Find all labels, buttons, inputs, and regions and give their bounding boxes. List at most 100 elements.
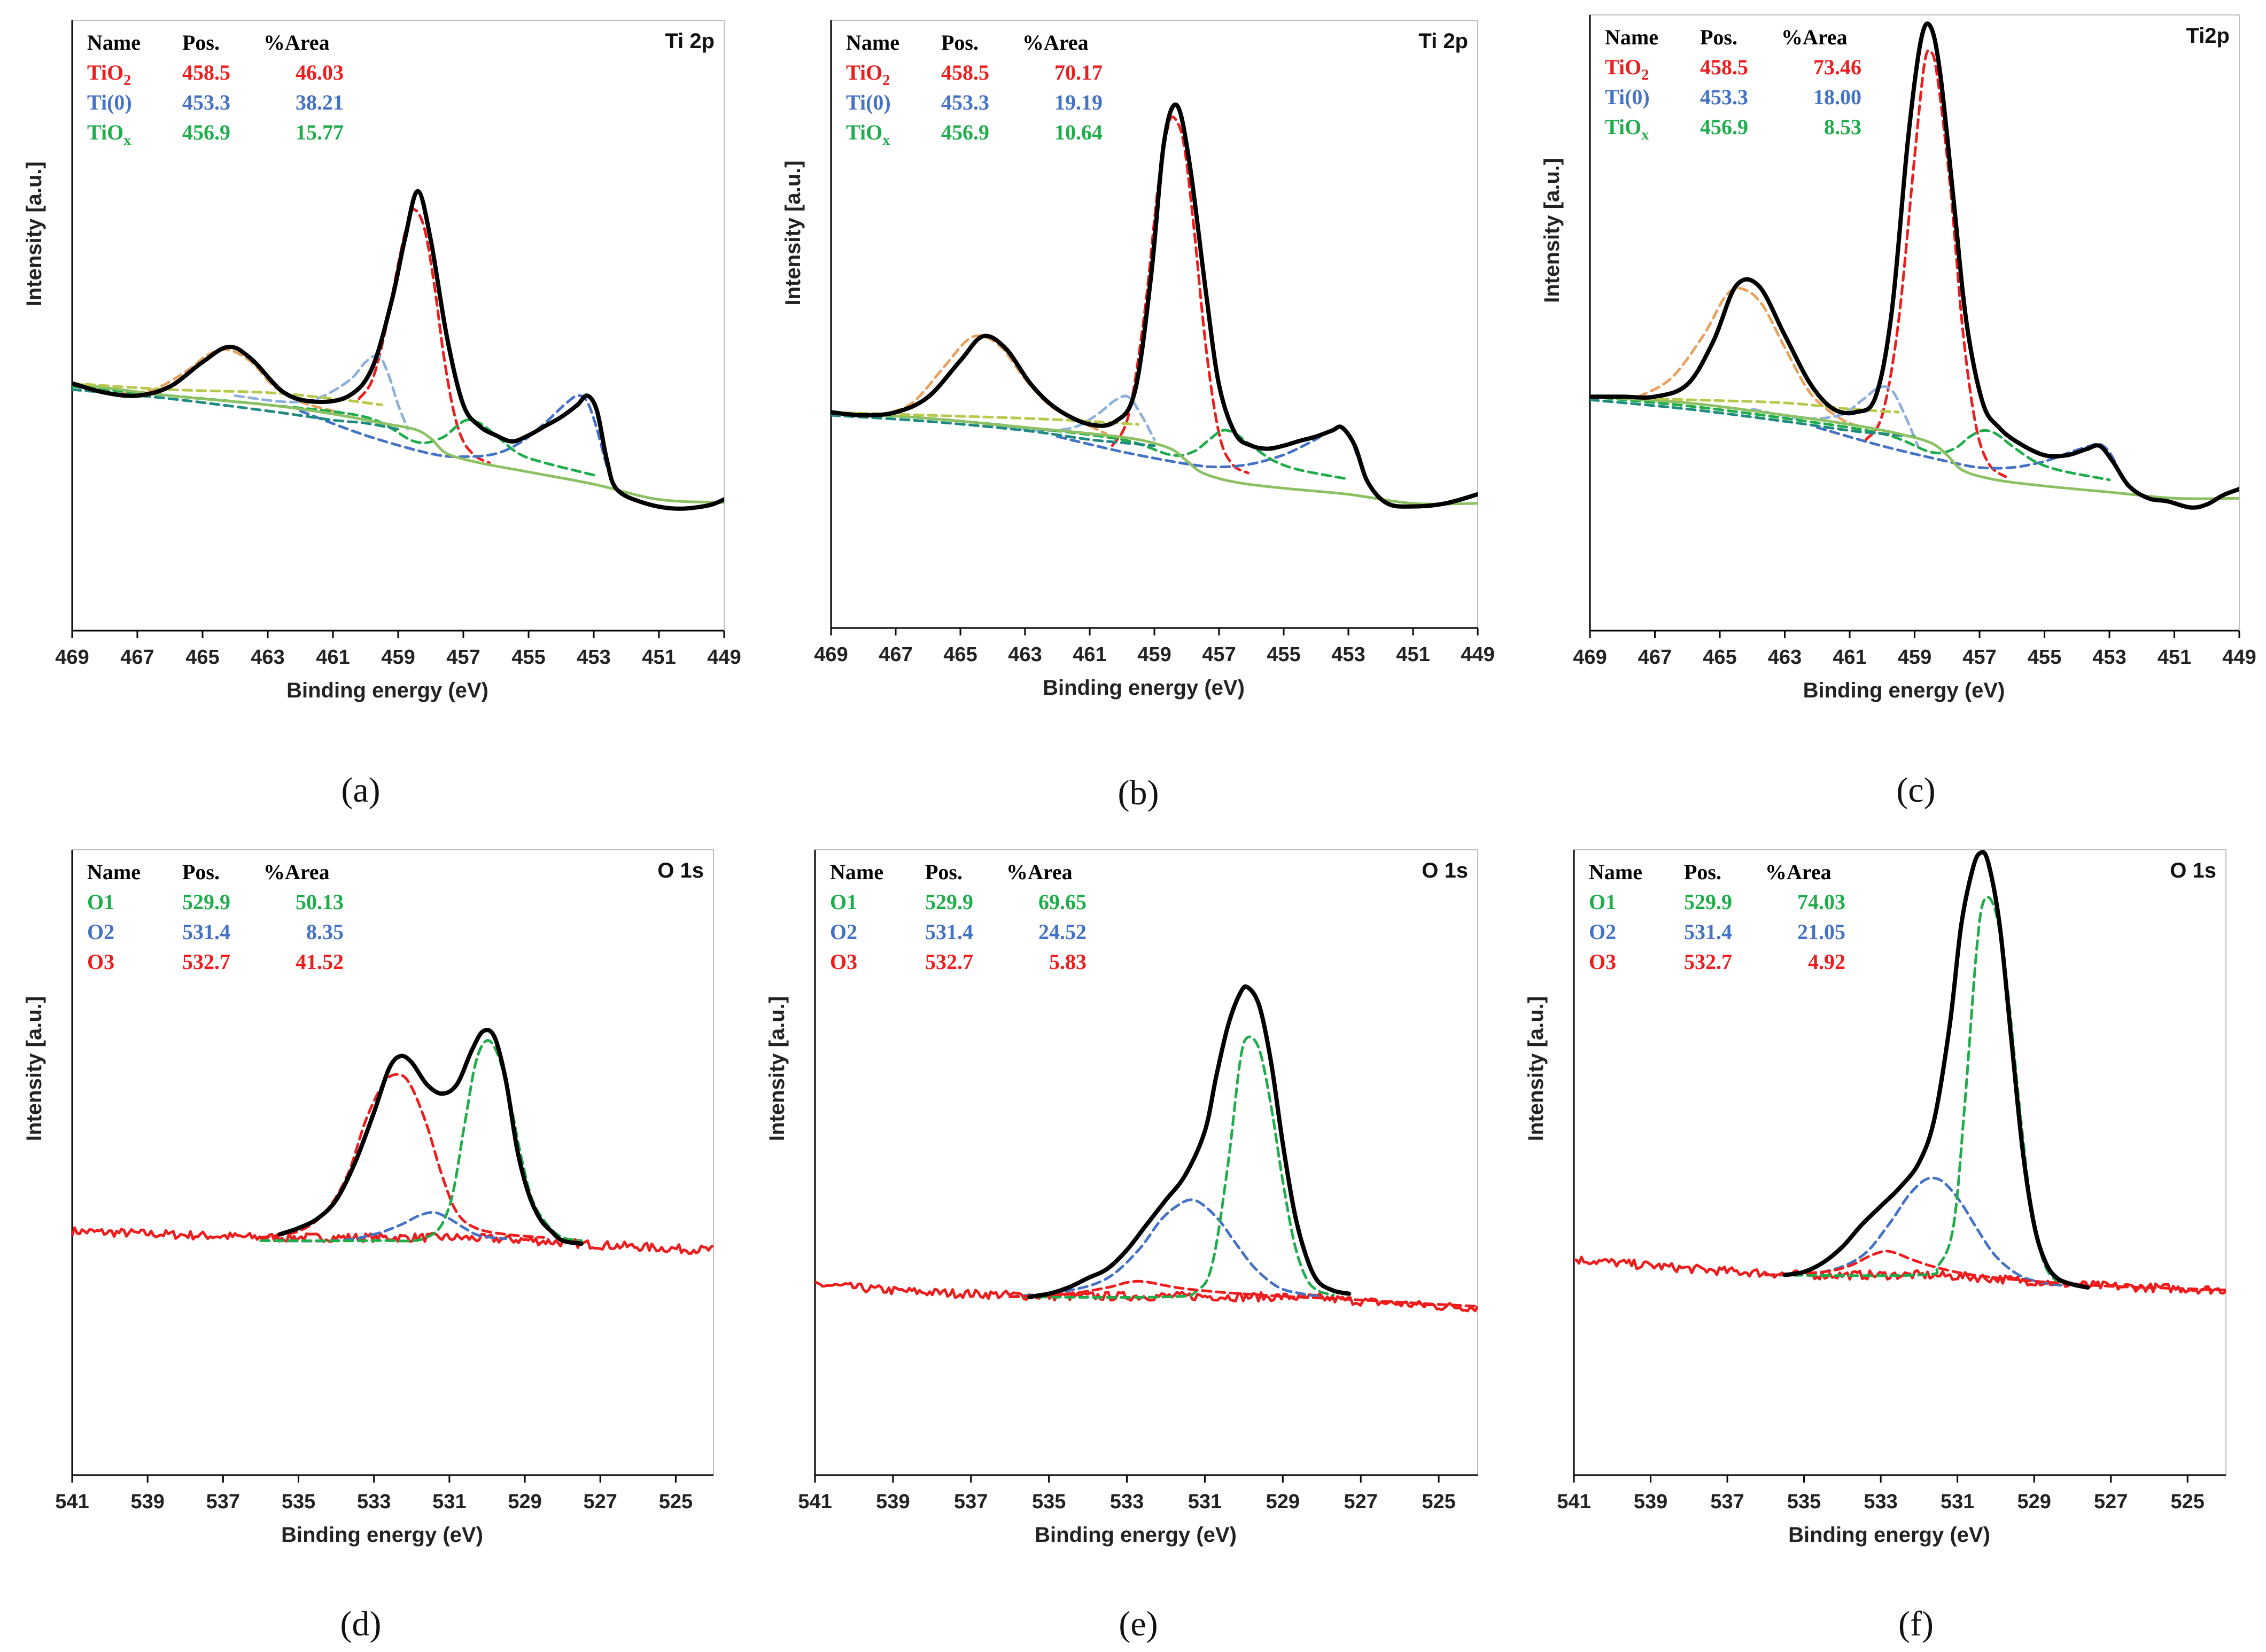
- legend-name: O3: [1589, 950, 1616, 974]
- legend-pos: 531.4: [925, 920, 973, 944]
- panel-caption: (c): [1896, 771, 1935, 810]
- panels-group: 469 467 465 463 461 459 457 455 453 451 449 Binding…: [22, 14, 2256, 1643]
- x-tick-label: 449: [2222, 646, 2256, 669]
- chart-panel-f: 541 539 537 535 533 531 529 527 525 Binding energ…: [1524, 849, 2226, 1643]
- series-line-data: [815, 1281, 1478, 1313]
- legend-pos: 532.7: [925, 950, 973, 974]
- legend-header: %Area: [1006, 860, 1073, 884]
- chart-panel-c: 469 467 465 463 461 459 457 455 453 451 449 Binding…: [1540, 14, 2256, 810]
- legend-area: 41.52: [296, 950, 344, 974]
- x-tick-label: 539: [876, 1491, 910, 1513]
- legend-name-subscript: 2: [1641, 67, 1649, 83]
- legend-area: 38.21: [296, 90, 344, 114]
- legend-name: TiO2: [87, 60, 131, 89]
- x-tick-label: 539: [1634, 1491, 1667, 1513]
- x-tick-label: 451: [2158, 646, 2191, 669]
- legend-name: TiOx: [846, 120, 890, 149]
- series-line-background: [831, 410, 1478, 506]
- x-tick-label: 467: [879, 643, 912, 666]
- legend-pos: 532.7: [1684, 950, 1732, 974]
- y-axis-label: Intensity [a.u.]: [22, 161, 46, 306]
- series-group: [815, 984, 1478, 1313]
- y-axis-label: Intensity [a.u.]: [1524, 996, 1548, 1141]
- series-line-envelope: [1782, 850, 2090, 1290]
- legend-area: 5.83: [1049, 950, 1087, 974]
- x-tick-label: 533: [357, 1491, 391, 1513]
- series-line-o2: [1008, 1198, 1323, 1299]
- y-axis-label: Intensity [a.u.]: [781, 160, 805, 305]
- x-tick-label: 449: [707, 646, 741, 669]
- legend-header: %Area: [1022, 30, 1089, 55]
- legend-pos: 453.3: [182, 90, 230, 114]
- legend-name-main: O1: [1589, 890, 1616, 914]
- series-line-envelope: [1027, 984, 1352, 1299]
- series-line-tiox-2p1-2: [831, 414, 1156, 447]
- x-tick-label: 531: [432, 1491, 466, 1513]
- x-tick-label: 457: [1202, 643, 1236, 666]
- legend-header: Name: [846, 30, 899, 55]
- legend-name-main: TiO: [87, 120, 123, 144]
- series-line-tiox-2p1-2: [72, 388, 400, 431]
- legend-name-main: Ti(0): [87, 90, 132, 114]
- y-axis-label: Intensity [a.u.]: [22, 996, 46, 1141]
- x-axis-label: Binding energy (eV): [1788, 1523, 1990, 1547]
- legend-name: TiOx: [87, 120, 131, 149]
- y-axis-label: Intensity [a.u.]: [765, 996, 789, 1141]
- x-tick-label: 463: [1768, 646, 1802, 669]
- series-group: [72, 1028, 713, 1255]
- legend-name-subscript: x: [123, 132, 131, 149]
- legend-area: 18.00: [1813, 85, 1861, 109]
- x-tick-label: 527: [584, 1491, 617, 1513]
- x-tick-label: 525: [659, 1491, 693, 1513]
- panel-caption: (d): [340, 1604, 382, 1643]
- chart-title: Ti 2p: [1418, 29, 1468, 53]
- legend-header: Pos.: [182, 30, 220, 55]
- legend-area: 70.17: [1054, 60, 1103, 84]
- x-axis-label: Binding energy (eV): [1803, 679, 2005, 702]
- chart-panel-d: 541 539 537 535 533 531 529 527 525 Binding energ…: [22, 849, 714, 1643]
- x-tick-label: 461: [1833, 646, 1866, 669]
- x-tick-label: 457: [446, 646, 480, 669]
- x-tick-label: 467: [1638, 646, 1672, 669]
- legend-header: Pos.: [941, 30, 979, 55]
- x-axis-label: Binding energy (eV): [1043, 676, 1245, 700]
- legend-header: Name: [1589, 860, 1642, 884]
- x-tick-label: 465: [943, 643, 977, 666]
- legend-name-main: TiO: [846, 120, 882, 144]
- legend-area: 50.13: [296, 890, 344, 914]
- legend-name-main: TiO: [846, 60, 882, 84]
- legend-name-main: O3: [830, 950, 857, 974]
- chart-title: O 1s: [1422, 859, 1468, 882]
- legend-pos: 456.9: [1700, 115, 1748, 139]
- x-tick-label: 461: [316, 646, 350, 669]
- legend-name-main: Ti(0): [846, 90, 891, 114]
- x-tick-label: 453: [577, 646, 610, 669]
- x-tick-label: 453: [1331, 643, 1365, 666]
- legend-name-main: O3: [1589, 950, 1616, 974]
- legend-area: 19.19: [1054, 90, 1103, 114]
- legend-pos: 458.5: [941, 60, 989, 84]
- chart-title: Ti2p: [2186, 24, 2230, 48]
- x-tick-label: 529: [1266, 1491, 1300, 1513]
- legend-pos: 532.7: [182, 950, 230, 974]
- legend-area: 8.53: [1824, 115, 1861, 139]
- legend-name: O2: [1589, 920, 1616, 944]
- legend-header: Pos.: [1684, 860, 1721, 884]
- x-tick-label: 455: [511, 646, 545, 669]
- x-tick-label: 529: [508, 1491, 541, 1513]
- series-line-tiox-2p1-2: [1590, 398, 1916, 438]
- series-line-o3: [1764, 1250, 2226, 1292]
- legend-name: Ti(0): [87, 90, 132, 114]
- legend-pos: 453.3: [1700, 85, 1748, 109]
- legend-header: Name: [830, 860, 883, 884]
- legend-name: O3: [830, 950, 857, 974]
- legend-header: Name: [1605, 25, 1658, 49]
- panel-caption: (e): [1119, 1604, 1158, 1643]
- series-line-tiox: [1590, 395, 2111, 482]
- series-line-envelope: [1590, 21, 2239, 510]
- legend-header: Name: [87, 30, 141, 55]
- legend-header: %Area: [263, 860, 330, 884]
- series-line-envelope: [277, 1028, 584, 1246]
- legend-name-subscript: x: [1641, 127, 1649, 143]
- x-tick-label: 449: [1461, 643, 1494, 666]
